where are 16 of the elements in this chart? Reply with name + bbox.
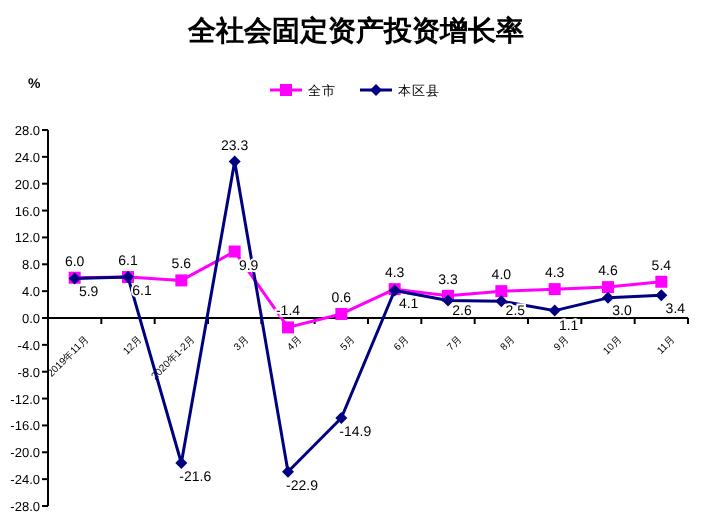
- point: [175, 274, 188, 287]
- point: [495, 285, 508, 298]
- point: [655, 275, 668, 288]
- point: [602, 281, 614, 294]
- point: [335, 307, 348, 320]
- point: [655, 289, 668, 302]
- point: [602, 291, 614, 304]
- title: 全社会固定资产投资增长率: [188, 16, 524, 48]
- point: [548, 283, 561, 296]
- point: [282, 465, 294, 478]
- point: [228, 245, 241, 258]
- point: [548, 304, 561, 317]
- point: [442, 294, 454, 307]
- point: [495, 295, 508, 308]
- point: [282, 321, 294, 334]
- point: [335, 412, 348, 425]
